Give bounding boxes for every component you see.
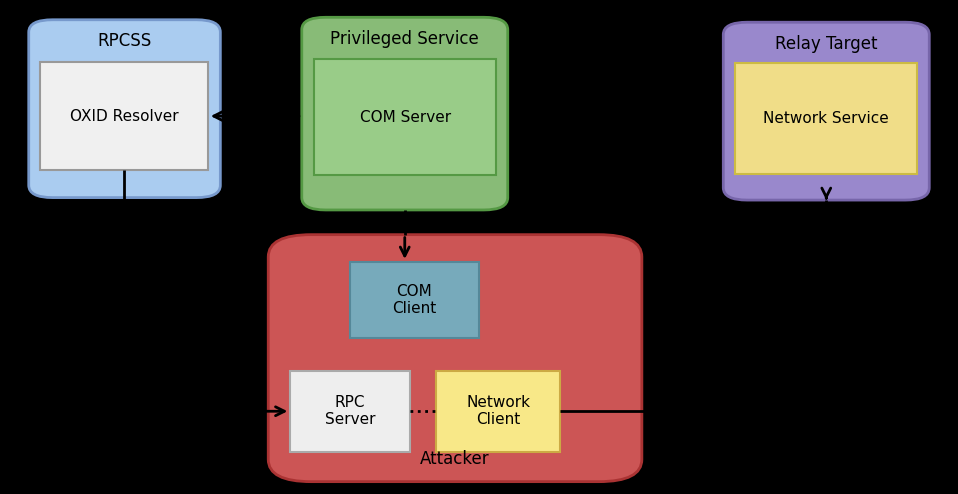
- Text: Privileged Service: Privileged Service: [331, 30, 479, 47]
- Bar: [735, 63, 917, 174]
- Text: RPC
Server: RPC Server: [325, 395, 376, 427]
- Text: Relay Target: Relay Target: [775, 35, 878, 52]
- FancyBboxPatch shape: [29, 20, 220, 198]
- Text: Attacker: Attacker: [421, 450, 490, 468]
- Text: COM
Client: COM Client: [392, 284, 437, 316]
- FancyBboxPatch shape: [302, 17, 508, 210]
- Bar: [314, 59, 496, 175]
- Text: COM Server: COM Server: [359, 110, 451, 125]
- Text: RPCSS: RPCSS: [98, 32, 151, 50]
- Text: Network
Client: Network Client: [467, 395, 530, 427]
- Text: OXID Resolver: OXID Resolver: [70, 109, 178, 124]
- Bar: [290, 370, 410, 452]
- Bar: [40, 62, 208, 170]
- FancyBboxPatch shape: [268, 235, 642, 482]
- Bar: [436, 370, 560, 452]
- Bar: [350, 262, 479, 338]
- FancyBboxPatch shape: [723, 22, 929, 200]
- Text: Network Service: Network Service: [763, 111, 889, 126]
